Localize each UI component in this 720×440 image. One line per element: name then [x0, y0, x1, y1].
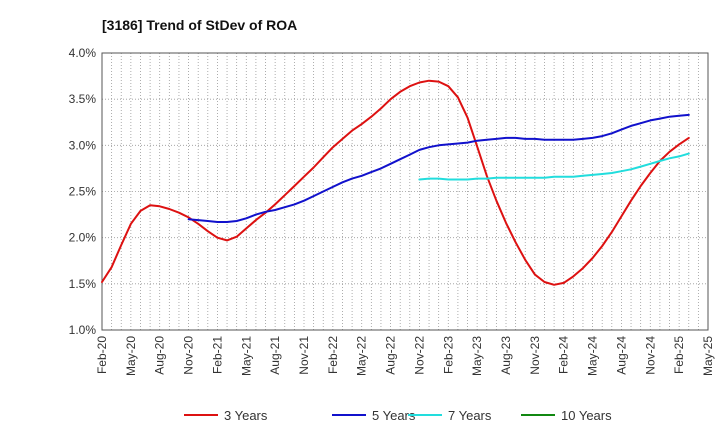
x-tick-label: May-23: [470, 336, 484, 376]
legend-label: 7 Years: [448, 408, 492, 423]
y-tick-label: 2.5%: [69, 185, 97, 199]
legend-label: 3 Years: [224, 408, 268, 423]
x-tick-label: Feb-25: [672, 336, 686, 374]
y-tick-label: 1.5%: [69, 277, 97, 291]
chart-title: [3186] Trend of StDev of ROA: [102, 17, 297, 33]
x-tick-label: May-24: [586, 336, 600, 376]
x-tick-label: Nov-24: [643, 336, 657, 375]
x-tick-label: Nov-23: [528, 336, 542, 375]
x-tick-label: Aug-23: [499, 336, 513, 375]
x-tick-label: Feb-20: [95, 336, 109, 374]
y-tick-label: 2.0%: [69, 231, 97, 245]
legend-label: 10 Years: [561, 408, 612, 423]
grid-layer: [101, 52, 709, 331]
x-tick-label: Aug-24: [614, 336, 628, 375]
series-layer: [101, 79, 690, 286]
x-tick-label: Feb-24: [557, 336, 571, 374]
x-tick-label: Aug-22: [384, 336, 398, 375]
x-tick-label: May-20: [124, 336, 138, 376]
x-tick-label: Feb-22: [326, 336, 340, 374]
x-tick-label: May-21: [239, 336, 253, 376]
x-tick-label: May-22: [355, 336, 369, 376]
y-tick-label: 4.0%: [69, 46, 97, 60]
x-tick-label: Aug-20: [153, 336, 167, 375]
plot-frame: [101, 52, 709, 331]
legend-label: 5 Years: [372, 408, 416, 423]
x-tick-label: Nov-20: [182, 336, 196, 375]
x-tick-label: Nov-22: [412, 336, 426, 375]
x-tick-label: Nov-21: [297, 336, 311, 375]
x-tick-label: Aug-21: [268, 336, 282, 375]
y-tick-label: 3.0%: [69, 138, 97, 152]
y-tick-label: 1.0%: [69, 323, 97, 337]
x-tick-label: May-25: [701, 336, 715, 376]
x-tick-label: Feb-23: [441, 336, 455, 374]
x-tick-label: Feb-21: [210, 336, 224, 374]
legend: 3 Years 5 Years 7 Years 10 Years: [184, 408, 612, 423]
series-line-7-years: [418, 152, 690, 181]
series-line-3-years: [101, 79, 690, 286]
y-tick-label: 3.5%: [69, 92, 97, 106]
series-line-5-years: [187, 113, 690, 223]
axis-layer: 4.0% 3.5% 3.0% 2.5% 2.0% 1.5% 1.0%Feb-20 May-20…: [69, 46, 715, 376]
